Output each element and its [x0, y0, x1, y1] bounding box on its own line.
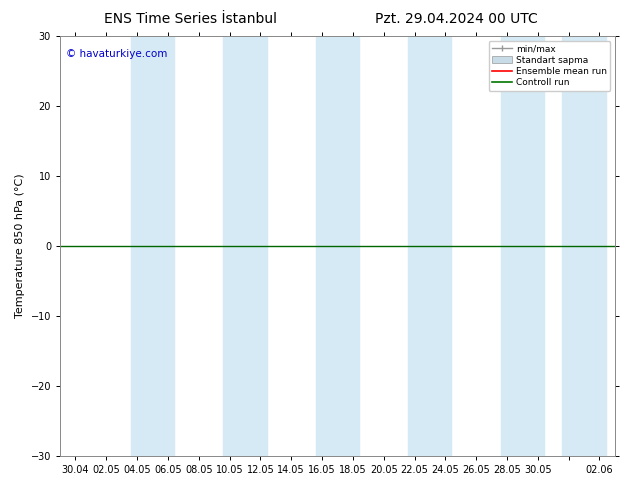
Bar — [501, 36, 544, 456]
Text: ENS Time Series İstanbul: ENS Time Series İstanbul — [104, 12, 276, 26]
Text: © havaturkiye.com: © havaturkiye.com — [66, 49, 167, 59]
Legend: min/max, Standart sapma, Ensemble mean run, Controll run: min/max, Standart sapma, Ensemble mean r… — [489, 41, 611, 91]
Text: Pzt. 29.04.2024 00 UTC: Pzt. 29.04.2024 00 UTC — [375, 12, 538, 26]
Bar — [562, 36, 605, 456]
Bar — [223, 36, 266, 456]
Bar — [131, 36, 174, 456]
Bar — [408, 36, 451, 456]
Y-axis label: Temperature 850 hPa (°C): Temperature 850 hPa (°C) — [15, 174, 25, 318]
Bar — [316, 36, 359, 456]
